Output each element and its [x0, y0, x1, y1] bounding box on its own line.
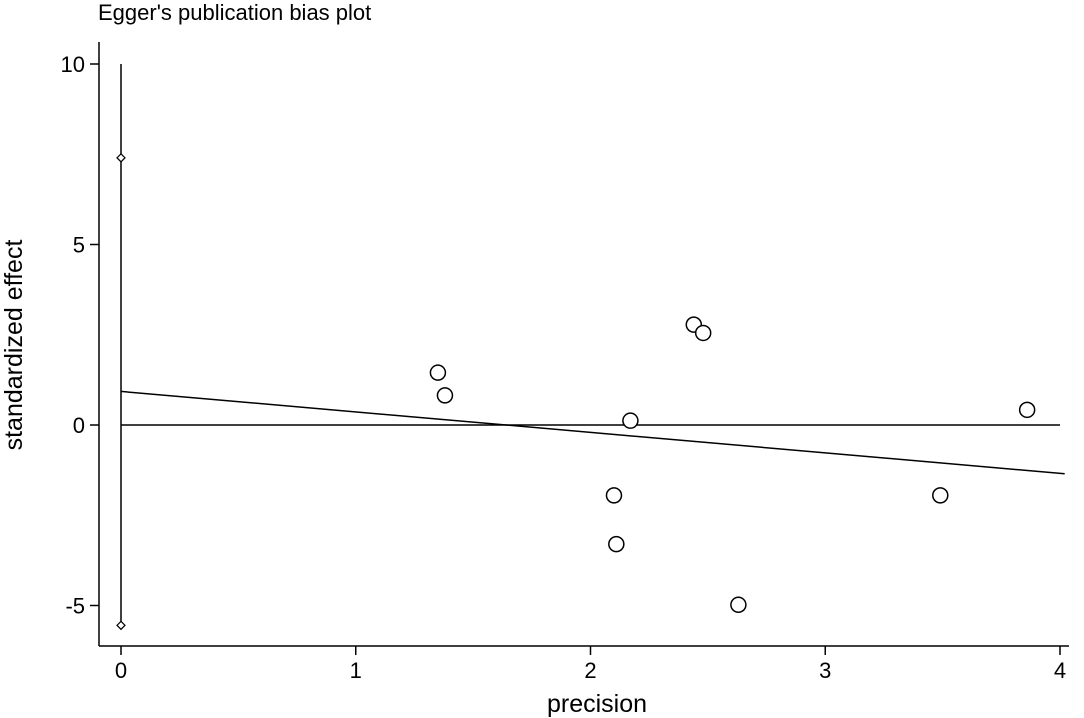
y-tick-label: 10: [61, 52, 85, 77]
chart-title: Egger's publication bias plot: [98, 0, 372, 25]
y-axis-label: standardized effect: [0, 240, 28, 451]
x-tick-label: 2: [584, 658, 596, 683]
data-point-1: [429, 364, 447, 381]
y-tick-label: -5: [65, 594, 85, 619]
x-tick-label: 1: [350, 658, 362, 683]
regression-line: [120, 390, 1065, 475]
data-point-5: [622, 412, 639, 429]
data-point-7: [694, 324, 712, 342]
x-tick-label: 0: [115, 658, 127, 683]
x-tick-label: 3: [819, 658, 831, 683]
data-point-4: [608, 535, 625, 553]
axes: 0 1 2 3 4 10 5 0 -5: [61, 42, 1069, 683]
y-tick-label: 0: [73, 413, 85, 438]
plot-marks: [116, 64, 1065, 631]
ci-upper-marker: [116, 153, 126, 163]
data-point-2: [436, 387, 454, 404]
ci-lower-marker: [116, 620, 126, 631]
x-tick-label: 4: [1054, 658, 1066, 683]
x-axis-label: precision: [547, 690, 647, 718]
y-tick-label: 5: [73, 233, 85, 258]
data-point-9: [932, 487, 949, 504]
data-point-8: [730, 596, 747, 614]
data-point-3: [605, 487, 623, 504]
data-point-10: [1018, 401, 1036, 419]
